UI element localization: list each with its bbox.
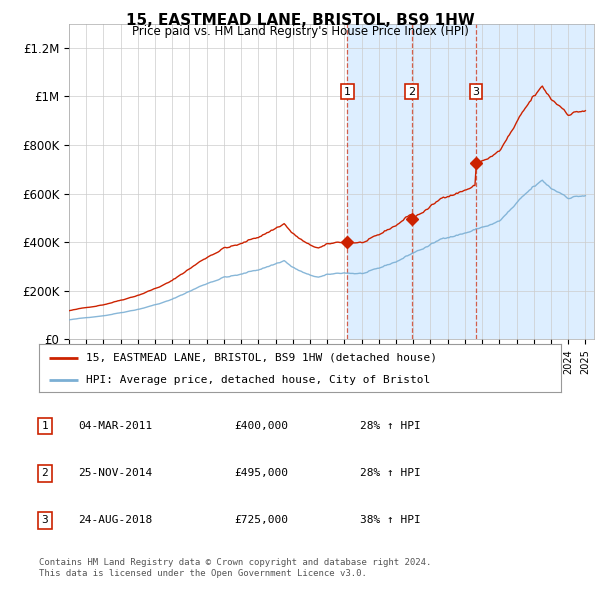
Text: £725,000: £725,000 [234,516,288,525]
Text: Contains HM Land Registry data © Crown copyright and database right 2024.: Contains HM Land Registry data © Crown c… [39,558,431,566]
Bar [347,24,600,339]
Text: 15, EASTMEAD LANE, BRISTOL, BS9 1HW (detached house): 15, EASTMEAD LANE, BRISTOL, BS9 1HW (det… [86,352,437,362]
Text: £400,000: £400,000 [234,421,288,431]
Text: Price paid vs. HM Land Registry's House Price Index (HPI): Price paid vs. HM Land Registry's House … [131,25,469,38]
Text: 25-NOV-2014: 25-NOV-2014 [78,468,152,478]
Text: 2: 2 [408,87,415,97]
Text: 1: 1 [344,87,351,97]
Text: 24-AUG-2018: 24-AUG-2018 [78,516,152,525]
Text: 04-MAR-2011: 04-MAR-2011 [78,421,152,431]
Text: 3: 3 [41,516,49,525]
Text: 3: 3 [473,87,479,97]
Text: 2: 2 [41,468,49,478]
Text: 28% ↑ HPI: 28% ↑ HPI [360,421,421,431]
Text: HPI: Average price, detached house, City of Bristol: HPI: Average price, detached house, City… [86,375,430,385]
Text: 1: 1 [41,421,49,431]
Text: 38% ↑ HPI: 38% ↑ HPI [360,516,421,525]
Text: £495,000: £495,000 [234,468,288,478]
Text: 15, EASTMEAD LANE, BRISTOL, BS9 1HW: 15, EASTMEAD LANE, BRISTOL, BS9 1HW [125,13,475,28]
Text: 28% ↑ HPI: 28% ↑ HPI [360,468,421,478]
Text: This data is licensed under the Open Government Licence v3.0.: This data is licensed under the Open Gov… [39,569,367,578]
